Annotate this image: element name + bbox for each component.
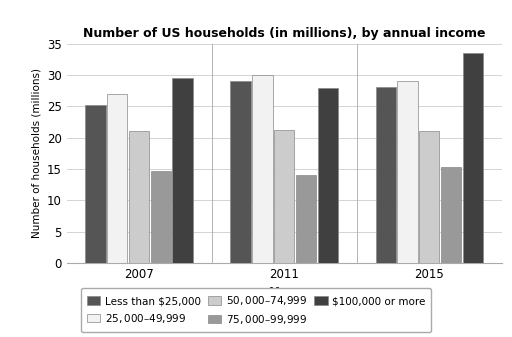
Bar: [252, 75, 272, 263]
Bar: [397, 81, 418, 263]
Bar: [230, 81, 251, 263]
Bar: [376, 87, 396, 263]
X-axis label: Year: Year: [269, 286, 300, 299]
Bar: [441, 167, 461, 263]
Bar: [317, 88, 338, 263]
Bar: [86, 105, 106, 263]
Y-axis label: Number of households (millions): Number of households (millions): [31, 68, 41, 238]
Bar: [274, 130, 294, 263]
Title: Number of US households (in millions), by annual income: Number of US households (in millions), b…: [83, 27, 485, 40]
Bar: [129, 131, 150, 263]
Bar: [296, 175, 316, 263]
Bar: [419, 131, 439, 263]
Bar: [173, 78, 193, 263]
Bar: [151, 171, 171, 263]
Bar: [463, 53, 483, 263]
Bar: [107, 94, 127, 263]
Legend: Less than $25,000, $25,000–$49,999, $50,000–$74,999, $75,000–$99,999, $100,000 o: Less than $25,000, $25,000–$49,999, $50,…: [81, 288, 431, 332]
